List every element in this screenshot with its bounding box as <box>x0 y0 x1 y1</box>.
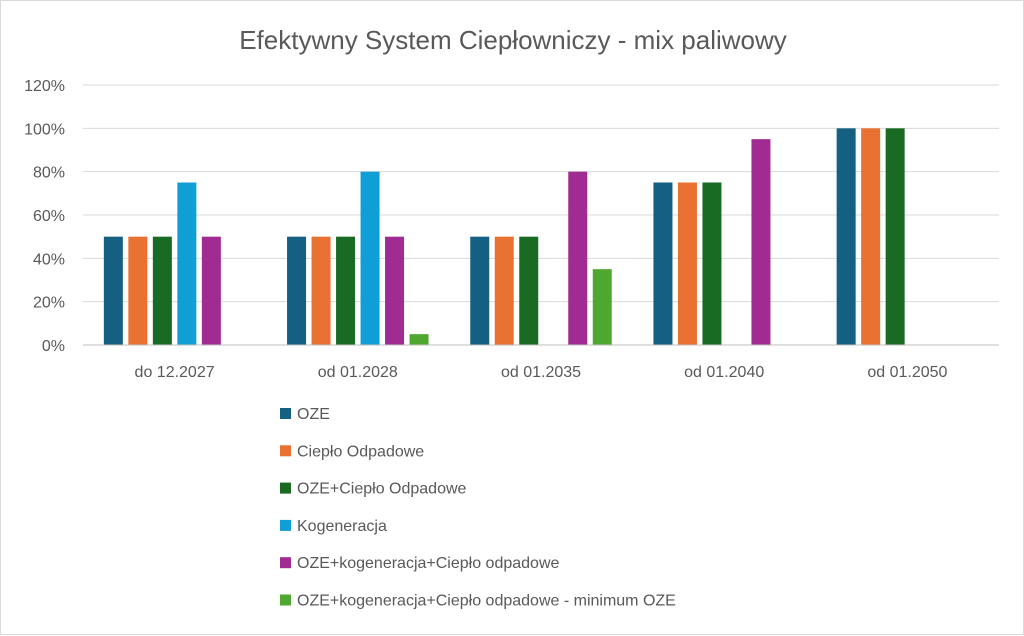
y-tick-label: 0% <box>42 338 65 355</box>
bar <box>592 269 612 345</box>
bar <box>653 182 673 345</box>
legend-item: OZE+Ciepło Odpadowe <box>280 481 467 498</box>
legend-item: Kogeneracja <box>280 518 387 535</box>
bars <box>83 128 999 346</box>
bar <box>836 128 856 345</box>
legend-label: OZE <box>297 406 330 423</box>
legend: OZE Ciepło Odpadowe OZE+Ciepło Odpadowe Kog… <box>280 406 676 610</box>
bar <box>885 128 905 345</box>
bar <box>128 236 148 345</box>
bar <box>751 139 771 345</box>
bar <box>677 182 697 345</box>
legend-swatch <box>280 445 291 457</box>
legend-swatch <box>280 482 291 494</box>
legend-item: OZE <box>280 406 330 423</box>
legend-label: OZE+Ciepło Odpadowe <box>297 481 467 498</box>
legend-label: Kogeneracja <box>297 518 387 535</box>
chart-title: Efektywny System Ciepłowniczy - mix pali… <box>239 25 787 55</box>
legend-swatch <box>280 519 291 531</box>
legend-item: OZE+kogeneracja+Ciepło odpadowe <box>280 555 560 572</box>
legend-item: OZE+kogeneracja+Ciepło odpadowe - minimu… <box>280 593 676 610</box>
bar <box>287 236 307 345</box>
y-tick-label: 100% <box>24 121 65 138</box>
y-tick-label: 80% <box>33 165 65 182</box>
y-tick-label: 60% <box>33 208 65 225</box>
y-tick-label: 20% <box>33 295 65 312</box>
y-tick-label: 40% <box>33 251 65 268</box>
bar <box>152 236 172 345</box>
bar <box>861 128 881 345</box>
legend-swatch <box>280 594 291 606</box>
bar <box>336 236 356 345</box>
bar <box>201 236 221 345</box>
bar <box>519 236 539 345</box>
legend-label: OZE+kogeneracja+Ciepło odpadowe <box>297 555 560 572</box>
legend-item: Ciepło Odpadowe <box>280 443 424 460</box>
x-category-label: do 12.2027 <box>135 364 215 381</box>
gridlines <box>83 84 999 346</box>
bar <box>494 236 514 345</box>
bar <box>409 334 429 345</box>
legend-swatch <box>280 557 291 569</box>
bar <box>103 236 123 345</box>
legend-label: Ciepło Odpadowe <box>297 443 424 460</box>
bar <box>177 182 197 345</box>
bar <box>385 236 405 345</box>
bar <box>568 171 588 345</box>
bar <box>470 236 490 345</box>
x-category-label: od 01.2028 <box>318 364 398 381</box>
y-tick-label: 120% <box>24 78 65 95</box>
bar <box>702 182 722 345</box>
x-axis-categories: do 12.2027 od 01.2028 od 01.2035 od 01.2040… <box>135 364 948 381</box>
x-category-label: od 01.2040 <box>684 364 764 381</box>
x-category-label: od 01.2035 <box>501 364 581 381</box>
legend-swatch <box>280 408 291 419</box>
bar <box>311 236 331 345</box>
bar <box>360 171 380 345</box>
y-axis-ticks: 0% 20% 40% 60% 80% 100% 120% <box>24 78 65 355</box>
x-category-label: od 01.2050 <box>867 364 947 381</box>
legend-label: OZE+kogeneracja+Ciepło odpadowe - minimu… <box>297 593 676 610</box>
